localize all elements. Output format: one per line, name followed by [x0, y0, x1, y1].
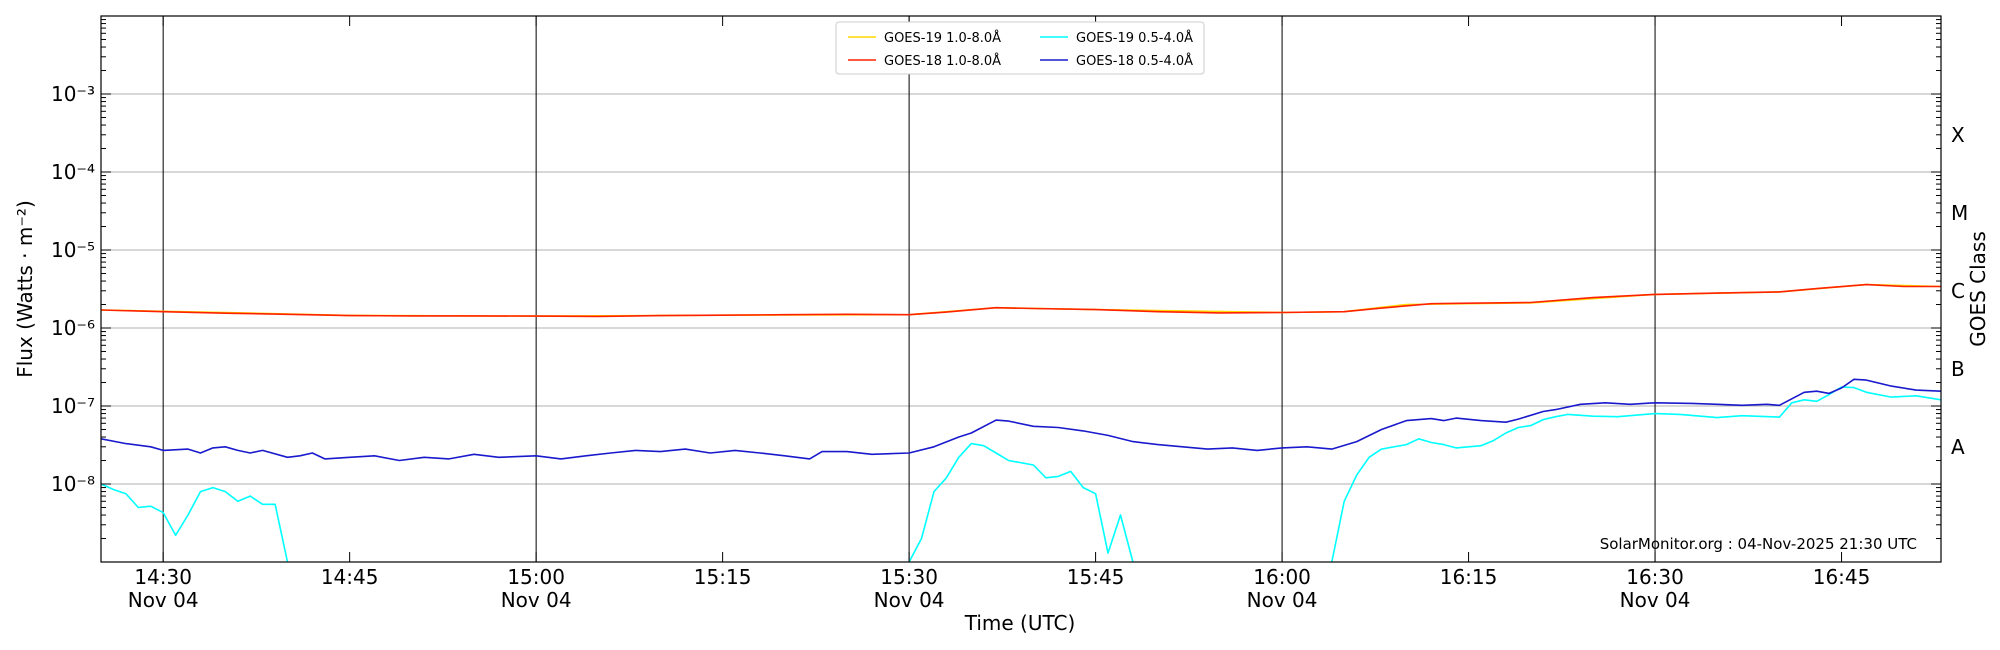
y-axis-title: Flux (Watts · m⁻²) — [13, 200, 37, 378]
day-separator-lines — [162, 16, 1656, 562]
x-tick-label: 14:30 — [134, 565, 192, 589]
series-line-goes-18-0-5-4-0 — [101, 378, 1941, 462]
y-tick-label: 10⁻⁴ — [51, 160, 95, 184]
x-tick-sublabel: Nov 04 — [874, 588, 945, 612]
legend-label: GOES-18 1.0-8.0Å — [884, 53, 1001, 69]
x-tick-sublabel: Nov 04 — [501, 588, 572, 612]
legend-label: GOES-18 0.5-4.0Å — [1076, 53, 1193, 69]
goes-class-m: M — [1951, 201, 1968, 225]
y-tick-label: 10⁻³ — [51, 82, 95, 106]
x-tick-label: 16:45 — [1813, 565, 1871, 589]
y-tick-label: 10⁻⁷ — [51, 394, 95, 418]
legend: GOES-19 1.0-8.0Å GOES-18 1.0-8.0Å GOES-19 … — [835, 21, 1205, 75]
y-tick-label: 10⁻⁶ — [51, 316, 95, 340]
series-lines — [101, 283, 1941, 562]
series-line-goes-19-1-0-8-0 — [101, 283, 1941, 317]
goes-class-c: C — [1951, 279, 1965, 303]
x-tick-label: 16:30 — [1626, 565, 1684, 589]
x-tick-label: 15:45 — [1067, 565, 1125, 589]
x-tick-label: 15:30 — [880, 565, 938, 589]
x-tick-label: 14:45 — [321, 565, 379, 589]
x-tick-sublabel: Nov 04 — [128, 588, 199, 612]
x-tick-label: 15:15 — [694, 565, 752, 589]
plot-frame — [100, 15, 1942, 563]
grid-lines — [101, 93, 1941, 485]
goes-class-a: A — [1951, 435, 1965, 459]
y-axis-ticks: 10⁻⁸ 10⁻⁷ 10⁻⁶ 10⁻⁵ 10⁻⁴ 10⁻³ — [51, 19, 1941, 540]
x-tick-sublabel: Nov 04 — [1247, 588, 1318, 612]
x-tick-label: 16:15 — [1440, 565, 1498, 589]
watermark: SolarMonitor.org : 04-Nov-2025 21:30 UTC — [1600, 535, 1917, 553]
y2-axis-title: GOES Class — [1966, 231, 1990, 347]
legend-box — [835, 21, 1205, 75]
series-line-goes-18-1-0-8-0 — [101, 283, 1941, 318]
goes-class-x: X — [1951, 123, 1965, 147]
goes-class-b: B — [1951, 357, 1965, 381]
legend-label: GOES-19 1.0-8.0Å — [884, 30, 1001, 46]
x-axis-title: Time (UTC) — [964, 611, 1076, 635]
goes-class-labels: A B C M X — [1951, 123, 1968, 459]
x-tick-label: 15:00 — [507, 565, 565, 589]
legend-label: GOES-19 0.5-4.0Å — [1076, 30, 1193, 46]
x-tick-sublabel: Nov 04 — [1620, 588, 1691, 612]
y-tick-label: 10⁻⁸ — [51, 472, 95, 496]
x-tick-label: 16:00 — [1253, 565, 1311, 589]
y-tick-label: 10⁻⁵ — [51, 238, 95, 262]
